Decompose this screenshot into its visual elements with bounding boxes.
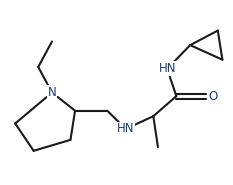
Text: N: N xyxy=(48,86,56,99)
Text: HN: HN xyxy=(158,62,176,75)
Text: O: O xyxy=(209,90,218,103)
Text: HN: HN xyxy=(117,122,134,135)
